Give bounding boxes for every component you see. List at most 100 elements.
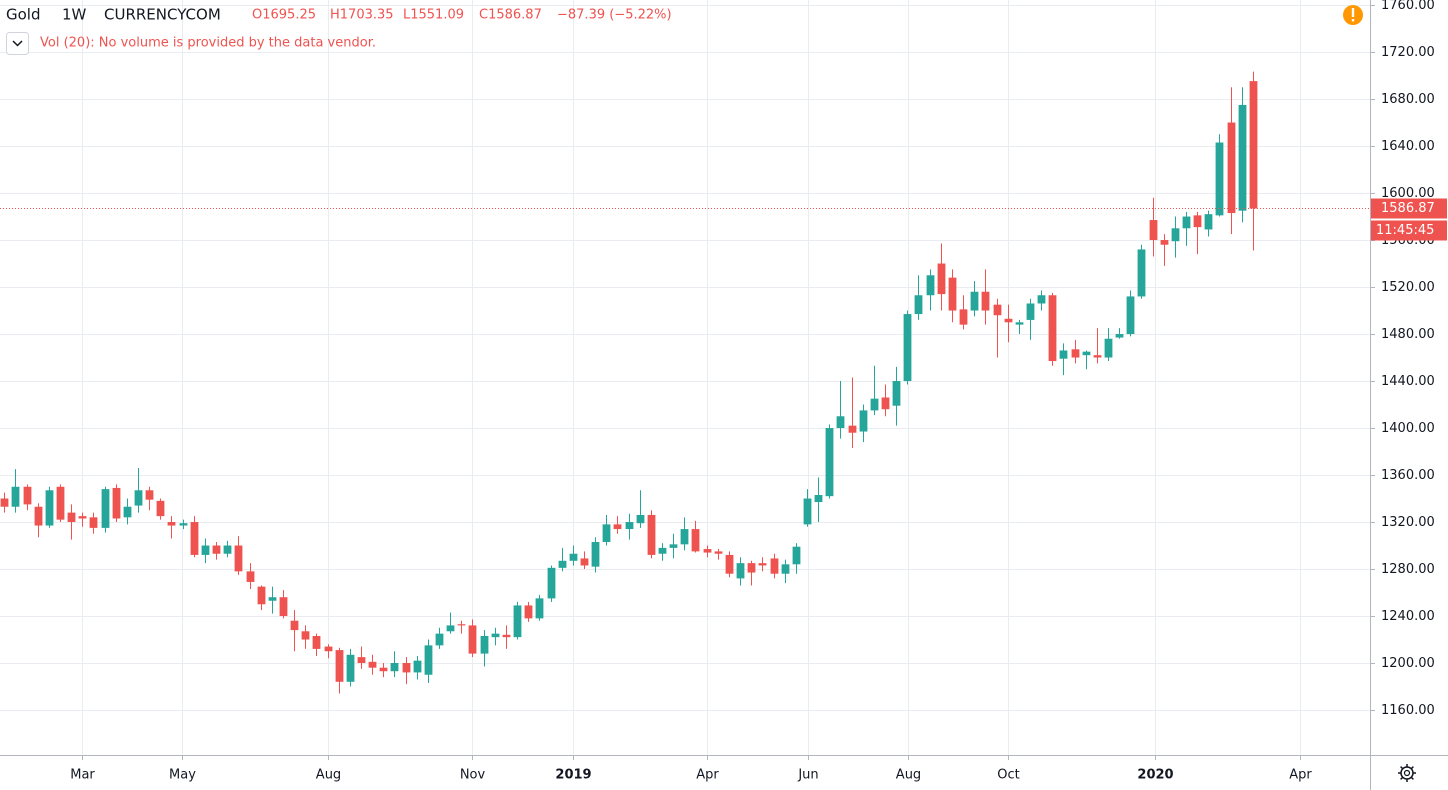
candle-body [580, 558, 589, 566]
collapse-button[interactable] [6, 32, 29, 55]
candle-body [948, 277, 957, 311]
candle-body [1171, 228, 1180, 242]
candle-body [78, 516, 87, 519]
candle-body [34, 506, 43, 526]
y-tick-label: 1520.00 [1381, 280, 1435, 295]
candle-body [223, 545, 232, 554]
candle-body [825, 428, 834, 497]
x-tick-label: Aug [896, 768, 921, 783]
candle-body [535, 598, 544, 619]
close-value: C1586.87 [479, 8, 542, 23]
candle-body [413, 660, 422, 673]
candle-body [647, 514, 656, 555]
x-tick-label: Apr [696, 768, 719, 783]
candle-body [246, 571, 255, 582]
y-tick-label: 1400.00 [1381, 421, 1435, 436]
candle-body [1071, 349, 1080, 358]
candle-body [1048, 295, 1057, 362]
symbol: Gold [6, 6, 41, 24]
candle-body [937, 263, 946, 295]
candle-body [480, 635, 489, 654]
open-value: O1695.25 [252, 8, 316, 23]
change-value: −87.39 (−5.22%) [557, 8, 672, 23]
candle-body [179, 523, 188, 526]
candle-body [1082, 351, 1091, 356]
candle-body [513, 605, 522, 638]
y-tick-label: 1200.00 [1381, 656, 1435, 671]
candle-body [257, 586, 266, 605]
candle-body [836, 416, 845, 429]
candle-body [402, 663, 411, 673]
candle-body [981, 291, 990, 311]
candle-body [279, 597, 288, 617]
candle-body [758, 563, 767, 566]
candle-body [0, 498, 9, 507]
candle-body [569, 553, 578, 561]
candle-body [324, 646, 333, 652]
candle-body [993, 304, 1002, 316]
y-tick-label: 1720.00 [1381, 45, 1435, 60]
candle-body [491, 633, 500, 638]
candle-body [547, 567, 556, 599]
high-value: H1703.35 [330, 8, 394, 23]
candle-body [1238, 104, 1247, 211]
candle-body [524, 605, 533, 619]
candle-body [301, 631, 310, 640]
y-tick-label: 1320.00 [1381, 515, 1435, 530]
candle-body [914, 295, 923, 315]
axes: 1160.00 1200.00 1240.00 1280.00 1320.00 1360.… [70, 0, 1447, 783]
candle-body [268, 597, 277, 601]
candle-body [770, 558, 779, 574]
candle-body [368, 661, 377, 668]
candle-body [446, 625, 455, 632]
candle-body [926, 275, 935, 296]
x-tick-label: Nov [460, 768, 486, 783]
candle-body [457, 624, 466, 626]
candle-body [792, 546, 801, 565]
candle-body [212, 545, 221, 554]
candle-body [1249, 81, 1258, 209]
candle-body [680, 529, 689, 545]
candle-body [1015, 322, 1024, 325]
candle-body [390, 663, 399, 672]
candle-body [736, 563, 745, 579]
y-tick-label: 1240.00 [1381, 609, 1435, 624]
settings-icon[interactable] [1398, 764, 1416, 782]
candle-body [1137, 249, 1146, 297]
candle-body [435, 633, 444, 646]
candle-body [468, 625, 477, 654]
candle-body [156, 500, 165, 517]
candle-body [234, 545, 243, 572]
candle-body [1115, 334, 1124, 338]
gear-teeth [1398, 764, 1416, 782]
candle-body [658, 547, 667, 554]
x-tick-label: May [169, 768, 196, 783]
x-tick-label: Oct [997, 768, 1019, 783]
candle-body [625, 522, 634, 530]
candle-body [45, 490, 54, 526]
candle-body [1126, 296, 1135, 335]
x-tick-label: Mar [70, 768, 95, 783]
candle-body [892, 381, 901, 406]
candle-body [669, 544, 678, 548]
candle-body [190, 522, 199, 555]
last-price-label: 1586.87 [1381, 201, 1435, 216]
candle-body [1215, 142, 1224, 216]
candle-body [703, 549, 712, 553]
candle-body [959, 309, 968, 325]
candle-body [803, 498, 812, 525]
candle-body [1093, 355, 1102, 358]
candle-body [23, 486, 32, 505]
exchange: CURRENCYCOM [104, 6, 221, 24]
y-tick-label: 1360.00 [1381, 468, 1435, 483]
y-tick-label: 1760.00 [1381, 0, 1435, 13]
candle-body [201, 545, 210, 555]
chevron-icon [12, 40, 23, 47]
candle-body [814, 494, 823, 503]
candle-body [1182, 216, 1191, 229]
low-value: L1551.09 [403, 8, 464, 23]
y-tick-label: 1680.00 [1381, 92, 1435, 107]
y-tick-label: 1640.00 [1381, 139, 1435, 154]
candle-body [558, 560, 567, 568]
